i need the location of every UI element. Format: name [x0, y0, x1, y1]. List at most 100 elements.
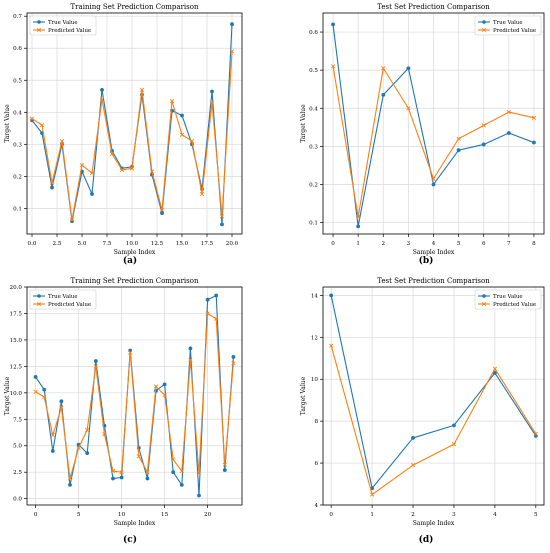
y-tick-label: 6 — [314, 461, 318, 467]
data-point-predicted — [189, 138, 195, 144]
data-point-true — [331, 22, 335, 27]
data-point-predicted — [109, 151, 115, 157]
data-point-predicted — [145, 470, 150, 475]
data-point-predicted — [136, 454, 141, 459]
data-point-predicted — [219, 214, 225, 219]
data-point-true — [506, 131, 511, 135]
series-line-true — [330, 295, 537, 489]
y-axis-label: Target Value — [4, 376, 11, 415]
x-tick-label: 0 — [331, 241, 335, 247]
data-point-predicted — [85, 427, 90, 432]
series-line-predicted — [330, 345, 537, 496]
x-tick-label: 5 — [457, 241, 461, 247]
y-axis-label: Target Value — [4, 104, 11, 143]
data-point-predicted — [381, 66, 386, 71]
legend-label: True Value — [48, 294, 78, 300]
legend: True Value Predicted Value — [474, 289, 542, 310]
data-point-true — [197, 493, 201, 498]
data-point-predicted — [119, 167, 125, 173]
data-point-true — [145, 476, 150, 481]
data-point-true — [93, 359, 98, 363]
series-line-predicted — [35, 312, 234, 480]
y-tick-label: 20.0 — [10, 285, 23, 291]
data-point-predicted — [129, 166, 135, 171]
data-point-true — [90, 192, 94, 196]
data-point-true — [68, 482, 72, 487]
x-tick-label: 5 — [534, 512, 538, 518]
data-point-true — [180, 113, 184, 118]
data-point-true — [532, 140, 536, 145]
plot-frame — [26, 12, 243, 235]
data-point-predicted — [199, 191, 205, 197]
x-tick-label: 2 — [381, 241, 385, 247]
data-point-true — [50, 185, 54, 190]
x-tick-label: 3 — [452, 512, 456, 518]
data-point-true — [42, 387, 47, 392]
chart-panel-3: 0 5 10 15 20 0.0 2.5 5.0 7.5 10.0 12.5 15.0 17.5 20.0… — [4, 277, 243, 545]
data-point-predicted — [169, 98, 175, 104]
y-tick-label: 0.7 — [13, 14, 22, 20]
data-point-predicted — [139, 87, 145, 92]
legend-label: Predicted Value — [493, 28, 536, 34]
data-point-predicted — [229, 49, 235, 54]
data-point-predicted — [42, 394, 47, 400]
x-tick-label: 0 — [34, 512, 38, 518]
y-axis-label: Target Value — [300, 104, 307, 143]
chart-title: Test Set Prediction Comparison — [377, 3, 490, 11]
data-point-predicted — [49, 180, 55, 185]
y-tick-label: 14 — [311, 293, 319, 299]
x-tick-label: 0 — [329, 512, 333, 518]
data-point-true — [492, 371, 497, 375]
legend-box — [29, 289, 97, 310]
data-point-true — [111, 476, 115, 481]
x-tick-label: 1 — [356, 241, 360, 247]
data-point-predicted — [149, 169, 155, 174]
x-axis-label: Sample Index — [413, 249, 455, 256]
data-point-predicted — [162, 392, 167, 398]
data-point-true — [431, 182, 436, 187]
x-tick-label: 17.5 — [201, 241, 214, 247]
legend-marker-circle — [37, 20, 41, 24]
legend-marker-circle — [37, 294, 41, 298]
data-point-predicted — [79, 163, 85, 168]
data-point-true — [456, 148, 461, 153]
panel-label: (c) — [123, 534, 137, 545]
data-point-predicted — [506, 109, 511, 115]
x-tick-label: 12.5 — [151, 241, 164, 247]
x-axis-label: Sample Index — [413, 520, 455, 527]
data-point-true — [205, 297, 210, 302]
y-tick-label: 0.2 — [13, 174, 22, 180]
legend-label: Predicted Value — [48, 28, 91, 34]
y-tick-label: 0.6 — [309, 30, 318, 36]
data-point-predicted — [179, 132, 185, 137]
legend-marker-x — [36, 27, 42, 33]
x-tick-label: 6 — [482, 241, 486, 247]
y-tick-label: 8 — [314, 419, 318, 425]
plot-frame — [26, 286, 243, 506]
data-point-predicted — [102, 431, 107, 437]
legend-marker-x — [481, 27, 487, 33]
panel-label: (d) — [419, 534, 434, 545]
data-point-predicted — [406, 106, 411, 111]
data-point-predicted — [214, 316, 219, 321]
x-tick-label: 2.5 — [53, 241, 62, 247]
y-tick-label: 10.0 — [10, 391, 23, 397]
data-point-predicted — [110, 469, 116, 474]
x-tick-label: 7.5 — [103, 241, 112, 247]
x-tick-label: 15.0 — [176, 241, 189, 247]
data-point-true — [214, 293, 219, 298]
data-point-true — [356, 224, 361, 229]
x-tick-label: 20.0 — [226, 241, 239, 247]
legend-box — [474, 289, 542, 310]
chart-title: Training Set Prediction Comparison — [71, 277, 199, 285]
legend-label: True Value — [48, 20, 78, 26]
data-point-true — [230, 22, 234, 27]
plot-frame — [322, 286, 545, 506]
data-point-predicted — [533, 431, 538, 436]
data-point-true — [85, 451, 90, 456]
y-tick-label: 0.1 — [13, 206, 22, 212]
data-point-predicted — [179, 469, 184, 474]
data-point-true — [210, 89, 214, 94]
